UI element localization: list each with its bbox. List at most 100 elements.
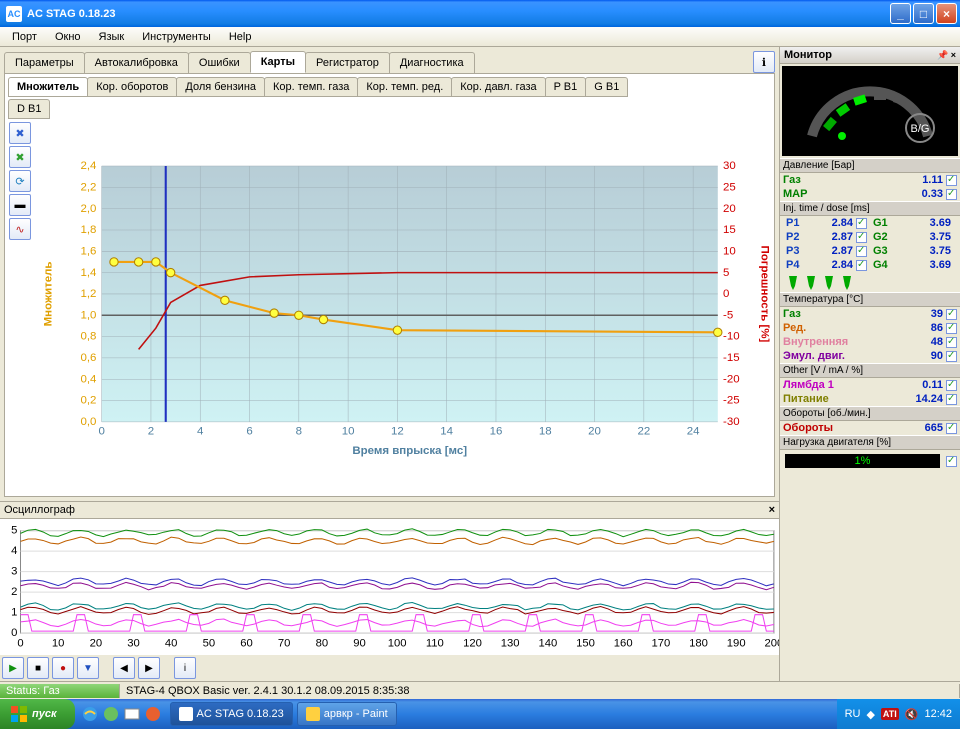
quicklaunch-2-icon[interactable] [102, 705, 120, 723]
multiplier-chart[interactable]: 0246810121416182022240,00,20,40,60,81,01… [39, 122, 770, 492]
chart-toolbar: ✖ ✖ ⟳ ▬ ∿ [9, 122, 33, 492]
rpm-check[interactable] [946, 423, 957, 434]
window-title: AC STAG 0.18.23 [27, 8, 115, 20]
inj-g-row: G33.75 [870, 244, 957, 258]
other-heading: Other [V / mA / %] [780, 363, 960, 378]
quicklaunch-ie-icon[interactable] [81, 705, 99, 723]
svg-text:40: 40 [165, 637, 178, 649]
curve-button[interactable]: ∿ [9, 218, 31, 240]
quicklaunch-3-icon[interactable] [123, 705, 141, 723]
info-button-2[interactable]: i [174, 657, 196, 679]
minimize-button[interactable]: _ [890, 3, 911, 24]
load-check[interactable] [946, 456, 957, 467]
delete-green-button[interactable]: ✖ [9, 146, 31, 168]
subtab-db1[interactable]: D B1 [8, 99, 50, 119]
other-row: Лямбда 10.11 [780, 378, 960, 392]
svg-text:2: 2 [11, 586, 17, 598]
svg-text:20: 20 [588, 425, 601, 437]
subtab-gas-temp[interactable]: Кор. темп. газа [264, 77, 358, 97]
svg-text:10: 10 [342, 425, 355, 437]
svg-text:2,0: 2,0 [80, 203, 96, 215]
prev-button[interactable]: ◀ [113, 657, 135, 679]
svg-text:70: 70 [278, 637, 291, 649]
inj-p-row: P32.87 [783, 244, 870, 258]
pressure-heading: Давление [Бар] [780, 158, 960, 173]
line-button[interactable]: ▬ [9, 194, 31, 216]
subtab-red-temp[interactable]: Кор. темп. ред. [357, 77, 452, 97]
quicklaunch-4-icon[interactable] [144, 705, 162, 723]
subtab-rpm-corr[interactable]: Кор. оборотов [87, 77, 177, 97]
close-button[interactable]: × [936, 3, 957, 24]
svg-text:90: 90 [353, 637, 366, 649]
info-button[interactable]: ℹ [753, 51, 775, 73]
svg-text:5: 5 [11, 525, 17, 537]
play-button[interactable]: ▶ [2, 657, 24, 679]
svg-text:0,6: 0,6 [80, 352, 96, 364]
tray-lang[interactable]: RU [845, 708, 861, 720]
tab-errors[interactable]: Ошибки [188, 52, 251, 73]
svg-text:24: 24 [687, 425, 700, 437]
inj-g-row: G23.75 [870, 230, 957, 244]
menu-port[interactable]: Порт [4, 29, 45, 45]
taskbar-item-paint[interactable]: арвкр - Paint [297, 702, 397, 726]
svg-text:-15: -15 [723, 352, 740, 364]
map-check[interactable] [946, 189, 957, 200]
gas-pressure-check[interactable] [946, 175, 957, 186]
subtab-petrol[interactable]: Доля бензина [176, 77, 265, 97]
svg-text:50: 50 [203, 637, 216, 649]
svg-text:80: 80 [316, 637, 329, 649]
next-button[interactable]: ▶ [138, 657, 160, 679]
svg-text:1,6: 1,6 [80, 245, 96, 257]
oscillo-controls: ▶ ■ ● ▼ ◀ ▶ i [0, 655, 779, 681]
svg-text:6: 6 [246, 425, 252, 437]
tab-maps[interactable]: Карты [250, 51, 306, 73]
maximize-button[interactable]: □ [913, 3, 934, 24]
subtab-multiplier[interactable]: Множитель [8, 77, 88, 97]
temp-row: Внутренняя48 [780, 335, 960, 349]
gas-pressure-value: 1.11 [922, 174, 943, 186]
record-button[interactable]: ● [52, 657, 74, 679]
tab-params[interactable]: Параметры [4, 52, 85, 73]
status-gas: Status: Газ [0, 684, 120, 698]
svg-text:110: 110 [426, 637, 444, 649]
svg-text:30: 30 [127, 637, 140, 649]
taskbar-item-acstag[interactable]: AC STAG 0.18.23 [170, 702, 293, 726]
svg-text:-10: -10 [723, 331, 740, 343]
menu-lang[interactable]: Язык [91, 29, 133, 45]
stop-button[interactable]: ■ [27, 657, 49, 679]
svg-text:160: 160 [614, 637, 633, 649]
tab-recorder[interactable]: Регистратор [305, 52, 390, 73]
svg-text:200: 200 [764, 637, 779, 649]
svg-text:-5: -5 [723, 309, 733, 321]
svg-text:Погрешность [%]: Погрешность [%] [759, 246, 770, 343]
svg-text:4: 4 [197, 425, 204, 437]
subtab-gb1[interactable]: G B1 [585, 77, 628, 97]
subtab-pb1[interactable]: P B1 [545, 77, 587, 97]
menu-help[interactable]: Help [221, 29, 260, 45]
tab-autocal[interactable]: Автокалибровка [84, 52, 189, 73]
subtab-gas-press[interactable]: Кор. давл. газа [451, 77, 545, 97]
refresh-button[interactable]: ⟳ [9, 170, 31, 192]
svg-text:0,8: 0,8 [80, 331, 96, 343]
oscillograph[interactable]: 0123450102030405060708090100110120130140… [0, 519, 779, 655]
svg-text:0,0: 0,0 [80, 416, 96, 428]
save-button[interactable]: ▼ [77, 657, 99, 679]
delete-blue-button[interactable]: ✖ [9, 122, 31, 144]
tab-diag[interactable]: Диагностика [389, 52, 475, 73]
svg-text:1: 1 [11, 607, 17, 619]
system-tray[interactable]: RU ◆ ATI 🔇 12:42 [837, 699, 960, 729]
svg-text:0,4: 0,4 [80, 373, 97, 385]
svg-text:150: 150 [576, 637, 595, 649]
oscillo-close[interactable]: × [769, 504, 775, 516]
tray-time: 12:42 [924, 708, 952, 720]
svg-text:12: 12 [391, 425, 404, 437]
pin-icon[interactable]: 📌 × [937, 50, 956, 61]
load-heading: Нагрузка двигателя [%] [780, 435, 960, 450]
menu-tools[interactable]: Инструменты [134, 29, 219, 45]
svg-text:0: 0 [17, 637, 23, 649]
inj-heading: Inj. time / dose [ms] [780, 201, 960, 216]
start-button[interactable]: пуск [0, 699, 75, 729]
menu-window[interactable]: Окно [47, 29, 89, 45]
tray-icon-2[interactable]: ATI [881, 708, 899, 720]
svg-text:10: 10 [52, 637, 65, 649]
